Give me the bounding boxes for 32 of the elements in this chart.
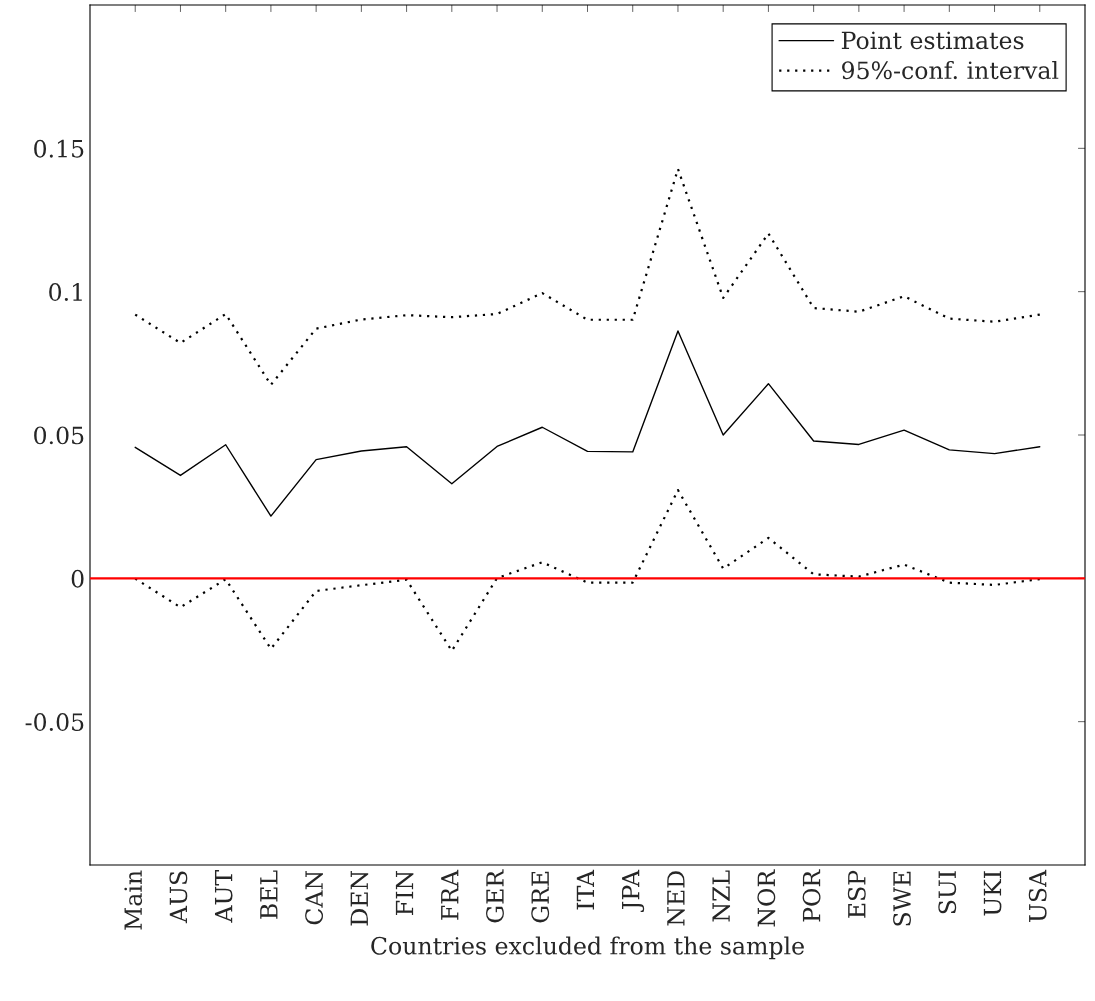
y-tick-label: 0.05 [34, 426, 84, 445]
x-tick-label: NOR [757, 869, 776, 927]
x-tick-label: Main [124, 870, 143, 930]
x-tick-label: POR [802, 869, 821, 922]
legend-label: Point estimates [841, 31, 1024, 50]
y-tick-label: 0.1 [49, 283, 82, 301]
x-tick-label: AUS [169, 871, 188, 924]
x-tick-label: ESP [847, 870, 866, 918]
x-tick-label: GRE [531, 871, 550, 923]
y-tick-label: 0 [71, 569, 84, 588]
x-tick-label: CAN [305, 870, 323, 925]
legend-label: 95%-conf. interval [842, 60, 1059, 80]
x-tick-label: SWE [893, 871, 911, 926]
x-tick-label: GER [486, 869, 504, 923]
x-tick-label: AUT [214, 870, 233, 923]
x-tick-label: DEN [350, 870, 369, 926]
line-series [134, 330, 1041, 517]
line-series [134, 488, 1041, 652]
x-tick-label: SUI [938, 871, 957, 914]
x-tick-label: USA [1028, 869, 1047, 922]
x-tick-label: NED [667, 871, 685, 926]
y-tick-label: 0.15 [34, 139, 84, 158]
x-tick-label: UKI [983, 871, 1002, 916]
x-tick-label: ITA [576, 869, 595, 910]
x-tick-label: FIN [395, 870, 414, 915]
x-tick-label: BEL [260, 870, 278, 919]
x-tick-label: FRA [441, 869, 459, 920]
x-tick-label: JPA [622, 869, 645, 913]
y-tick-label: -0.05 [25, 713, 84, 731]
line-series [134, 167, 1041, 386]
x-axis-title: Countries excluded from the sample [371, 936, 804, 960]
x-tick-label: NZL [712, 870, 731, 922]
